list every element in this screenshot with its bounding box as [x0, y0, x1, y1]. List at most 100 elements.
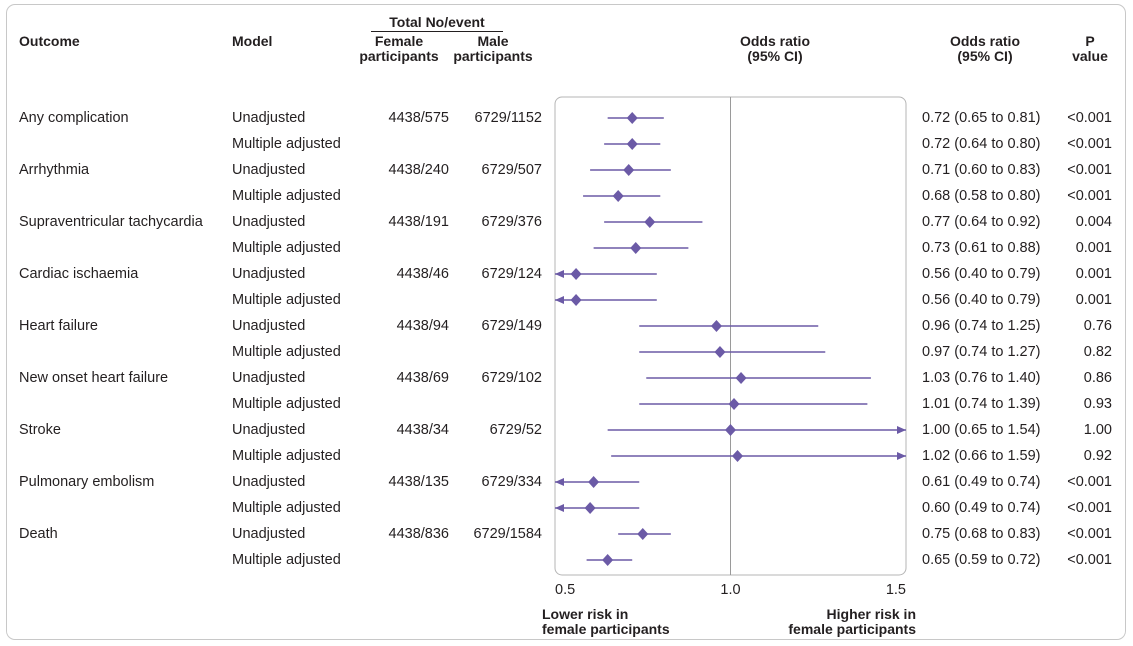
- ci-arrow-right: [897, 426, 906, 434]
- header-outcome: Outcome: [19, 33, 80, 49]
- odds-ratio-text: 0.72 (0.64 to 0.80): [922, 136, 1041, 152]
- model-name: Multiple adjusted: [232, 396, 341, 412]
- header-female: Female participants: [359, 33, 439, 64]
- ci-arrow-right: [897, 452, 906, 460]
- outcome-name: Stroke: [19, 422, 61, 438]
- p-value: 0.001: [1075, 266, 1112, 282]
- model-name: Unadjusted: [232, 422, 306, 438]
- figure-frame: [6, 4, 1126, 640]
- odds-ratio-text: 1.02 (0.66 to 1.59): [922, 448, 1041, 464]
- female-count: 4438/94: [396, 318, 449, 334]
- odds-ratio-point: [623, 164, 635, 176]
- odds-ratio-point: [728, 398, 740, 410]
- odds-ratio-text: 1.01 (0.74 to 1.39): [922, 396, 1041, 412]
- p-value: <0.001: [1067, 110, 1112, 126]
- outcome-name: Heart failure: [19, 318, 98, 334]
- odds-ratio-text: 0.56 (0.40 to 0.79): [922, 266, 1041, 282]
- p-value: <0.001: [1067, 474, 1112, 490]
- odds-ratio-text: 0.68 (0.58 to 0.80): [922, 188, 1041, 204]
- header-male: Male participants: [453, 33, 533, 64]
- x-tick-label: 0.5: [555, 582, 575, 598]
- odds-ratio-point: [735, 372, 747, 384]
- model-name: Unadjusted: [232, 370, 306, 386]
- female-count: 4438/191: [388, 214, 449, 230]
- female-count: 4438/135: [388, 474, 449, 490]
- model-name: Multiple adjusted: [232, 292, 341, 308]
- p-value: <0.001: [1067, 188, 1112, 204]
- male-count: 6729/124: [481, 266, 542, 282]
- odds-ratio-point: [714, 346, 726, 358]
- odds-ratio-text: 1.00 (0.65 to 1.54): [922, 422, 1041, 438]
- odds-ratio-point: [637, 528, 649, 540]
- model-name: Multiple adjusted: [232, 240, 341, 256]
- odds-ratio-text: 0.75 (0.68 to 0.83): [922, 526, 1041, 542]
- footer-higher-risk: Higher risk in female participants: [788, 606, 916, 637]
- odds-ratio-text: 0.96 (0.74 to 1.25): [922, 318, 1041, 334]
- odds-ratio-text: 0.56 (0.40 to 0.79): [922, 292, 1041, 308]
- odds-ratio-text: 0.60 (0.49 to 0.74): [922, 500, 1041, 516]
- odds-ratio-point: [612, 190, 624, 202]
- p-value: <0.001: [1067, 526, 1112, 542]
- model-name: Multiple adjusted: [232, 500, 341, 516]
- model-name: Unadjusted: [232, 526, 306, 542]
- male-count: 6729/52: [489, 422, 542, 438]
- odds-ratio-point: [710, 320, 722, 332]
- p-value: <0.001: [1067, 162, 1112, 178]
- header-odds-ratio-column: Odds ratio (95% CI): [949, 33, 1020, 64]
- model-name: Multiple adjusted: [232, 552, 341, 568]
- male-count: 6729/1152: [474, 110, 542, 126]
- p-value: <0.001: [1067, 500, 1112, 516]
- ci-arrow-left: [555, 504, 564, 512]
- ci-arrow-left: [555, 296, 564, 304]
- female-count: 4438/46: [396, 266, 449, 282]
- odds-ratio-point: [570, 294, 582, 306]
- outcome-name: New onset heart failure: [19, 370, 169, 386]
- model-name: Multiple adjusted: [232, 344, 341, 360]
- odds-ratio-point: [588, 476, 600, 488]
- odds-ratio-point: [732, 450, 744, 462]
- odds-ratio-point: [570, 268, 582, 280]
- male-count: 6729/102: [481, 370, 542, 386]
- odds-ratio-text: 0.97 (0.74 to 1.27): [922, 344, 1041, 360]
- p-value: 0.82: [1083, 344, 1112, 360]
- p-value: 0.004: [1075, 214, 1112, 230]
- male-count: 6729/334: [481, 474, 542, 490]
- p-value: <0.001: [1067, 136, 1112, 152]
- p-value: 0.86: [1083, 370, 1112, 386]
- x-tick-label: 1.0: [720, 582, 740, 598]
- x-tick-label: 1.5: [886, 582, 906, 598]
- model-name: Multiple adjusted: [232, 136, 341, 152]
- ci-arrow-left: [555, 270, 564, 278]
- odds-ratio-point: [584, 502, 596, 514]
- p-value: 0.001: [1075, 292, 1112, 308]
- p-value: 1.00: [1083, 422, 1112, 438]
- model-name: Unadjusted: [232, 266, 306, 282]
- footer-lower-risk: Lower risk in female participants: [542, 606, 670, 637]
- model-name: Unadjusted: [232, 318, 306, 334]
- male-count: 6729/376: [481, 214, 542, 230]
- header-total-underline: [371, 31, 503, 32]
- odds-ratio-text: 0.72 (0.65 to 0.81): [922, 110, 1041, 126]
- outcome-name: Death: [19, 526, 58, 542]
- odds-ratio-point: [630, 242, 642, 254]
- odds-ratio-point: [602, 554, 614, 566]
- outcome-name: Any complication: [19, 110, 129, 126]
- odds-ratio-text: 0.65 (0.59 to 0.72): [922, 552, 1041, 568]
- male-count: 6729/1584: [473, 526, 542, 542]
- odds-ratio-point: [626, 138, 638, 150]
- p-value: 0.93: [1083, 396, 1112, 412]
- female-count: 4438/836: [388, 526, 449, 542]
- odds-ratio-text: 0.61 (0.49 to 0.74): [922, 474, 1041, 490]
- outcome-name: Pulmonary embolism: [19, 474, 155, 490]
- odds-ratio-point: [725, 424, 736, 436]
- header-model: Model: [232, 33, 273, 49]
- model-name: Unadjusted: [232, 162, 306, 178]
- odds-ratio-text: 0.77 (0.64 to 0.92): [922, 214, 1041, 230]
- female-count: 4438/69: [396, 370, 449, 386]
- odds-ratio-text: 0.71 (0.60 to 0.83): [922, 162, 1041, 178]
- odds-ratio-point: [644, 216, 656, 228]
- outcome-name: Supraventricular tachycardia: [19, 214, 203, 230]
- male-count: 6729/507: [481, 162, 542, 178]
